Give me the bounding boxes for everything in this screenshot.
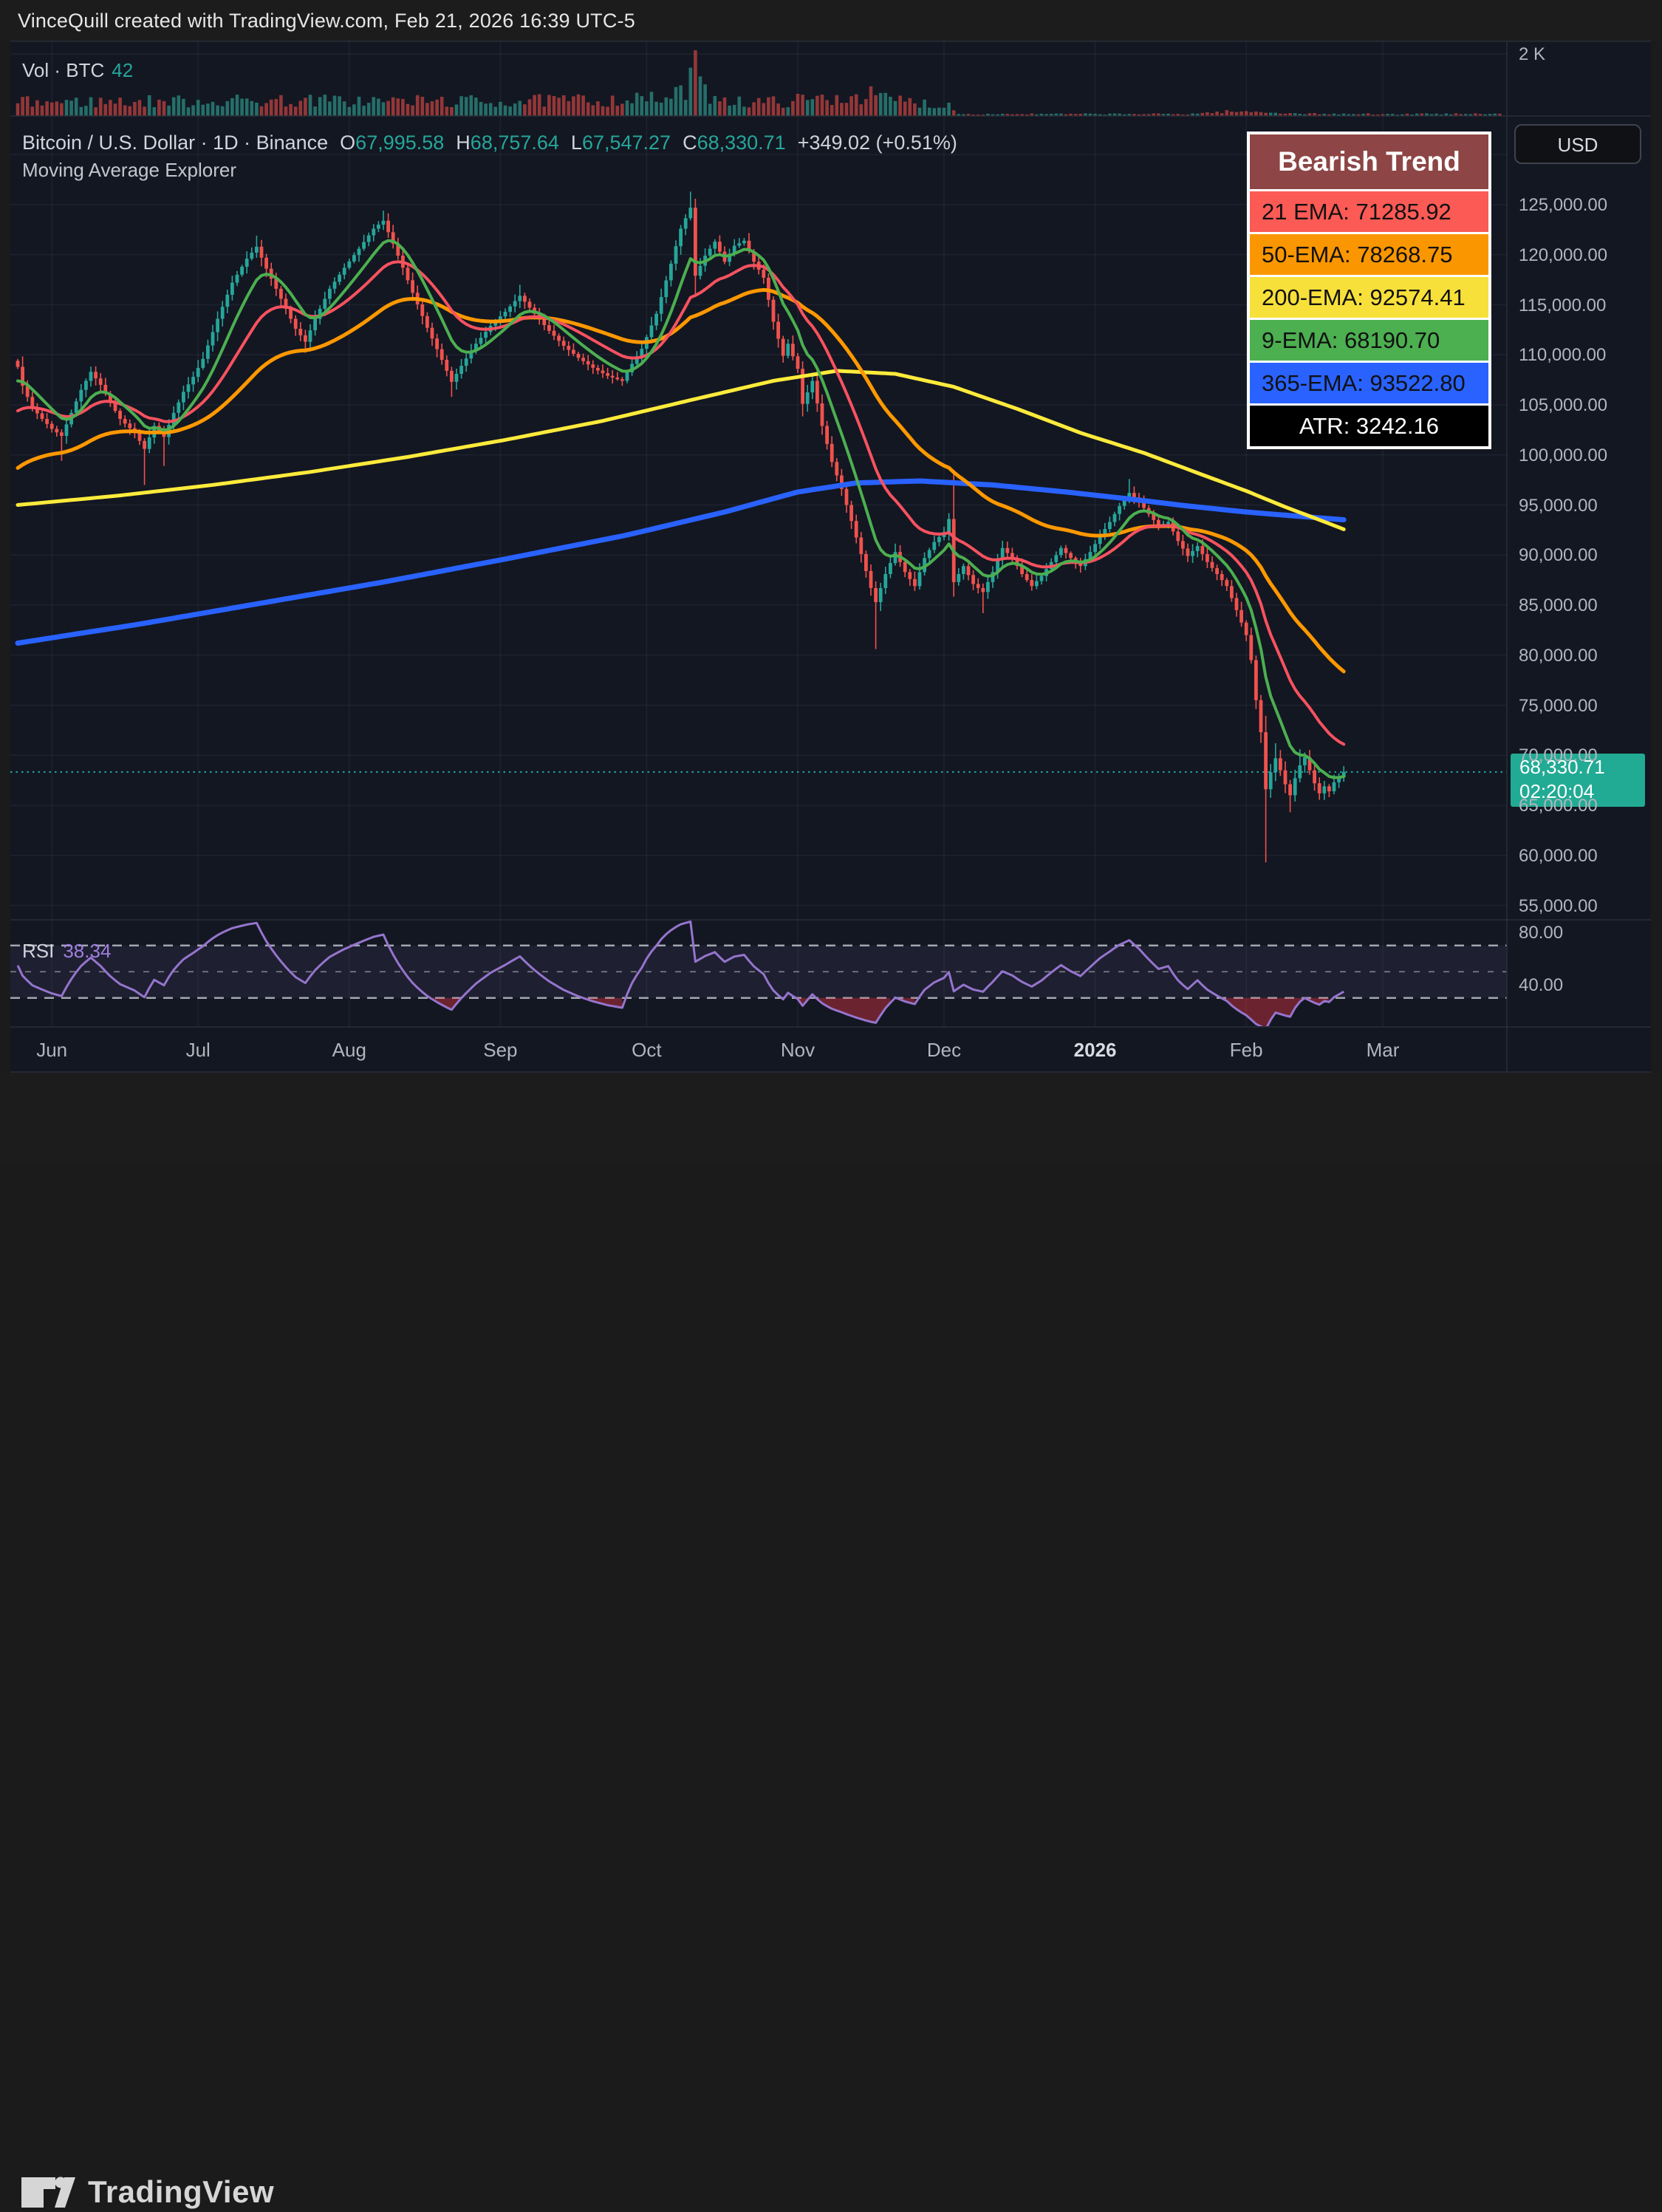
legend-row-6: ATR: 3242.16 — [1250, 406, 1488, 446]
price-tick-100000: 100,000.00 — [1519, 445, 1608, 465]
change-value: +349.02 (+0.51%) — [797, 132, 957, 154]
tradingview-logo[interactable]: TradingView — [20, 2172, 274, 2212]
legend-row-5: 365-EMA: 93522.80 — [1250, 363, 1488, 403]
volume-series — [16, 50, 1502, 116]
close-label: C — [683, 132, 697, 154]
price-tick-65000: 65,000.00 — [1519, 796, 1598, 816]
ema-365-line — [15, 478, 1347, 646]
time-tick-Jun: Jun — [36, 1039, 68, 1061]
price-tick-105000: 105,000.00 — [1519, 395, 1608, 415]
price-tick-75000: 75,000.00 — [1519, 695, 1598, 716]
ema-legend-box: Bearish Trend 21 EMA: 71285.92 50-EMA: 78… — [1247, 132, 1491, 449]
open-value: 67,995.58 — [355, 132, 445, 154]
open-label: O — [340, 132, 356, 154]
indicator-title: Moving Average Explorer — [22, 159, 237, 181]
current-price-value: 68,330.71 — [1519, 755, 1605, 778]
time-tick-Jul: Jul — [185, 1039, 211, 1061]
ema-9-line — [16, 239, 1346, 779]
time-tick-2026: 2026 — [1073, 1039, 1117, 1061]
price-tick-110000: 110,000.00 — [1519, 345, 1607, 366]
price-tick-80000: 80,000.00 — [1519, 645, 1598, 666]
legend-row-1: 21 EMA: 71285.92 — [1250, 191, 1488, 232]
currency-toggle-button[interactable]: USD — [1514, 124, 1641, 164]
legend-row-2: 50-EMA: 78268.75 — [1250, 234, 1488, 275]
price-tick-70000: 70,000.00 — [1519, 745, 1598, 766]
time-tick-Nov: Nov — [780, 1039, 815, 1061]
time-tick-Mar: Mar — [1366, 1039, 1400, 1061]
volume-legend: Vol · BTC 42 — [22, 59, 133, 82]
top-attribution-bar: VinceQuill created with TradingView.com,… — [0, 0, 1662, 41]
trend-status-header: Bearish Trend — [1250, 134, 1488, 189]
rsi-tick-80: 80.00 — [1519, 923, 1564, 943]
price-tick-125000: 125,000.00 — [1519, 195, 1608, 215]
rsi-legend: RSI 38.34 — [22, 940, 111, 963]
tradingview-logo-icon — [21, 2177, 75, 2208]
price-tick-55000: 55,000.00 — [1519, 895, 1598, 916]
price-tick-115000: 115,000.00 — [1519, 295, 1607, 315]
ema-21-line — [16, 260, 1346, 746]
price-tick-90000: 90,000.00 — [1519, 545, 1598, 566]
price-tick-120000: 120,000.00 — [1519, 245, 1608, 265]
candlestick-series — [16, 191, 1346, 863]
current-price-badge: 68,330.71 02:20:04 — [1511, 753, 1645, 807]
volume-label: Vol · BTC — [22, 59, 105, 81]
time-tick-Oct: Oct — [632, 1039, 662, 1061]
close-value: 68,330.71 — [697, 132, 786, 154]
rsi-series — [16, 921, 1344, 1026]
price-tick-60000: 60,000.00 — [1519, 845, 1598, 866]
time-tick-Feb: Feb — [1229, 1039, 1263, 1061]
time-tick-Aug: Aug — [332, 1039, 366, 1061]
low-label: L — [570, 132, 582, 154]
volume-value: 42 — [112, 59, 134, 81]
symbol-legend: Bitcoin / U.S. Dollar · 1D · Binance O67,… — [22, 132, 957, 154]
legend-row-3: 200-EMA: 92574.41 — [1250, 277, 1488, 318]
legend-row-4: 9-EMA: 68190.70 — [1250, 320, 1488, 361]
symbol-title: Bitcoin / U.S. Dollar · 1D · Binance — [22, 132, 329, 154]
tradingview-logo-text: TradingView — [88, 2174, 275, 2209]
bar-countdown-timer: 02:20:04 — [1519, 779, 1595, 802]
rsi-value: 38.34 — [63, 940, 112, 962]
ema-50-line — [16, 287, 1346, 674]
rsi-tick-40: 40.00 — [1519, 975, 1564, 995]
bottom-brand-bar: TradingView — [0, 1073, 1662, 2209]
time-tick-Sep: Sep — [483, 1039, 518, 1061]
low-value: 67,547.27 — [581, 132, 671, 154]
rsi-label: RSI — [22, 940, 55, 962]
high-value: 68,757.64 — [470, 132, 559, 154]
volume-scale-label: 2 K — [1519, 44, 1546, 64]
price-tick-85000: 85,000.00 — [1519, 595, 1598, 615]
attribution-text: VinceQuill created with TradingView.com,… — [18, 10, 635, 32]
high-label: H — [456, 132, 471, 154]
price-tick-95000: 95,000.00 — [1519, 495, 1598, 516]
time-tick-Dec: Dec — [926, 1039, 962, 1061]
ema-200-line — [16, 369, 1346, 531]
